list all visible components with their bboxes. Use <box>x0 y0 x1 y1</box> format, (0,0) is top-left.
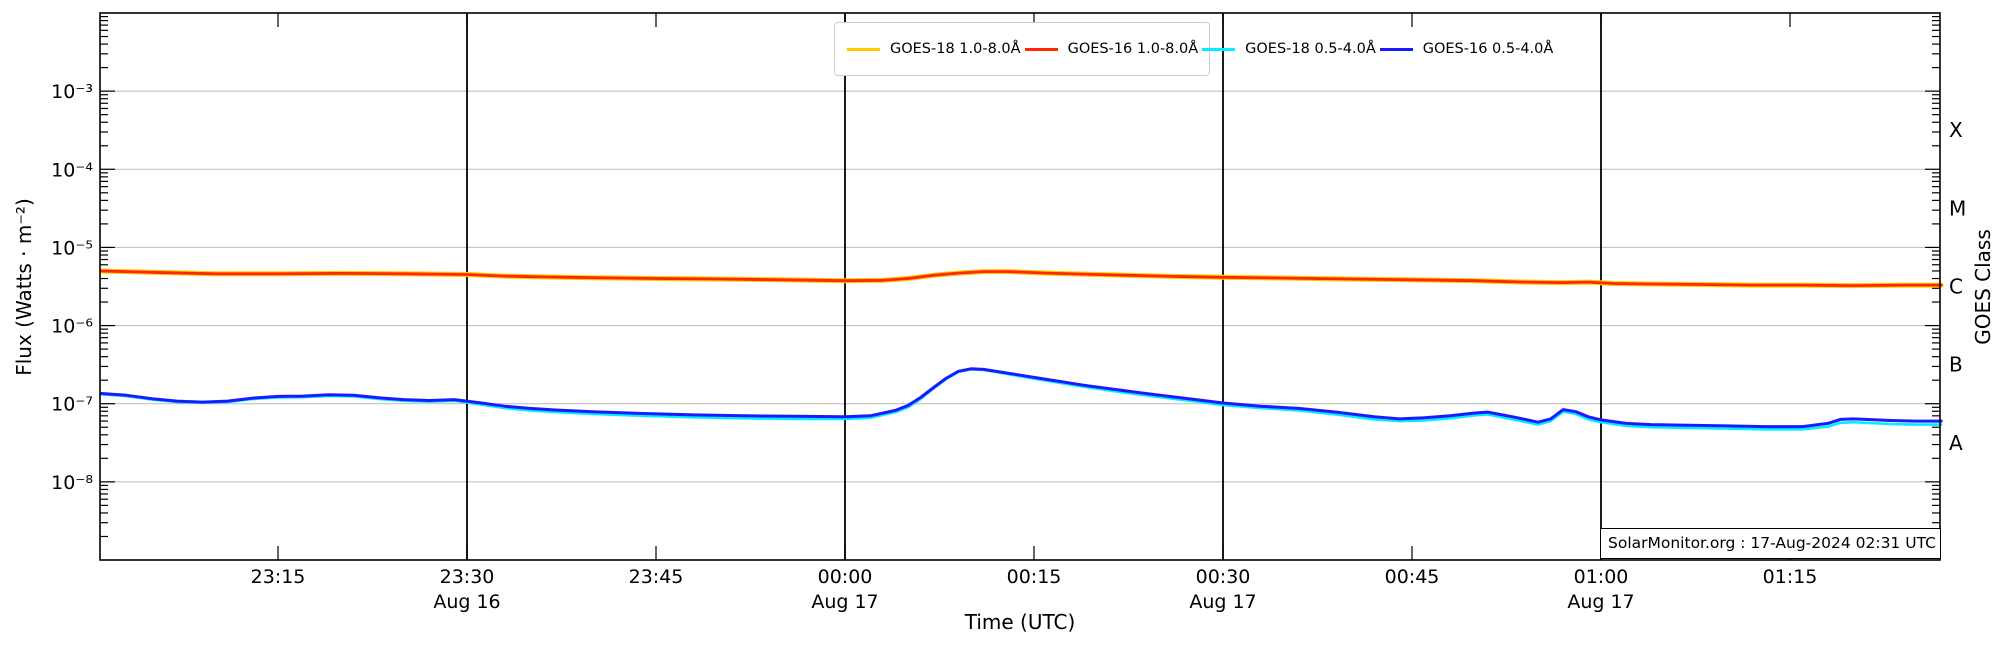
goes-class-letter: M <box>1949 196 1966 220</box>
x-tick-label: 01:00 <box>1574 566 1629 588</box>
plot-frame <box>99 12 1941 561</box>
x-date-label: Aug 17 <box>811 591 878 613</box>
y-axis-title-left: Flux (Watts · m⁻²) <box>12 198 36 376</box>
legend-entry-goes16-long: GOES-16 1.0-8.0Å <box>1021 37 1199 61</box>
x-tick-label: 23:30 <box>440 566 495 588</box>
legend-line-sample-goes18-short <box>1202 47 1236 51</box>
x-tick-label: 23:15 <box>251 566 306 588</box>
legend-label: GOES-16 1.0-8.0Å <box>1067 41 1199 57</box>
x-tick-label: 00:00 <box>818 566 873 588</box>
goes-class-letters: X M C B A <box>1949 118 1966 455</box>
goes-class-letter: B <box>1949 353 1963 377</box>
y-axis-title-right: GOES Class <box>1971 229 1995 345</box>
legend-box: GOES-18 1.0-8.0Å GOES-16 1.0-8.0Å GOES-1… <box>834 22 1553 76</box>
x-tick-label: 00:30 <box>1196 566 1251 588</box>
x-tick-label: 00:45 <box>1385 566 1440 588</box>
solarmonitor-timestamp-annotation: SolarMonitor.org : 17-Aug-2024 02:31 UTC <box>1600 528 1941 559</box>
y-tick-label: 10⁻⁶ <box>51 316 93 338</box>
legend-entry-goes18-short: GOES-18 0.5-4.0Å <box>1198 37 1376 61</box>
x-axis-tick-labels: 23:15 23:30 Aug 16 23:45 00:00 Aug 17 00:15 00:… <box>251 566 1818 613</box>
gridlines <box>100 90 1940 483</box>
legend-label: GOES-18 0.5-4.0Å <box>1245 41 1376 57</box>
x-axis-title: Time (UTC) <box>964 610 1076 634</box>
day-boundary-lines <box>466 13 1602 560</box>
legend-line-sample-goes16-long <box>1024 47 1058 51</box>
y-tick-label: 10⁻⁴ <box>51 159 93 181</box>
x-date-label: Aug 17 <box>1189 591 1256 613</box>
legend-line-sample-goes16-short <box>1379 47 1413 51</box>
goes-class-letter: A <box>1949 431 1963 455</box>
legend-entry-goes16-short: GOES-16 0.5-4.0Å <box>1376 37 1554 61</box>
legend-entry-goes18-long: GOES-18 1.0-8.0Å <box>843 37 1021 61</box>
y-tick-label: 10⁻⁵ <box>51 237 93 259</box>
y-tick-label: 10⁻⁷ <box>51 394 93 416</box>
x-tick-label: 00:15 <box>1007 566 1062 588</box>
legend-label: GOES-18 1.0-8.0Å <box>890 41 1021 57</box>
y-axis-tick-labels: 10⁻³ 10⁻⁴ 10⁻⁵ 10⁻⁶ 10⁻⁷ 10⁻⁸ <box>51 81 93 494</box>
axis-ticks <box>100 13 1940 560</box>
legend-line-sample-goes18-long <box>847 47 880 51</box>
goes-class-letter: C <box>1949 275 1963 299</box>
y-tick-label: 10⁻³ <box>51 81 93 103</box>
y-tick-label: 10⁻⁸ <box>51 472 93 494</box>
x-date-label: Aug 17 <box>1567 591 1634 613</box>
legend-label: GOES-16 0.5-4.0Å <box>1422 41 1554 57</box>
x-date-label: Aug 16 <box>433 591 500 613</box>
data-series <box>99 268 1944 431</box>
series-GOES-18 0.5-4.0Å <box>100 368 1943 431</box>
goes-class-letter: X <box>1949 118 1963 142</box>
series-GOES-16 0.5-4.0Å <box>100 367 1943 429</box>
x-tick-label: 01:15 <box>1763 566 1818 588</box>
series-GOES-16 1.0-8.0Å <box>100 269 1943 288</box>
x-tick-label: 23:45 <box>629 566 684 588</box>
